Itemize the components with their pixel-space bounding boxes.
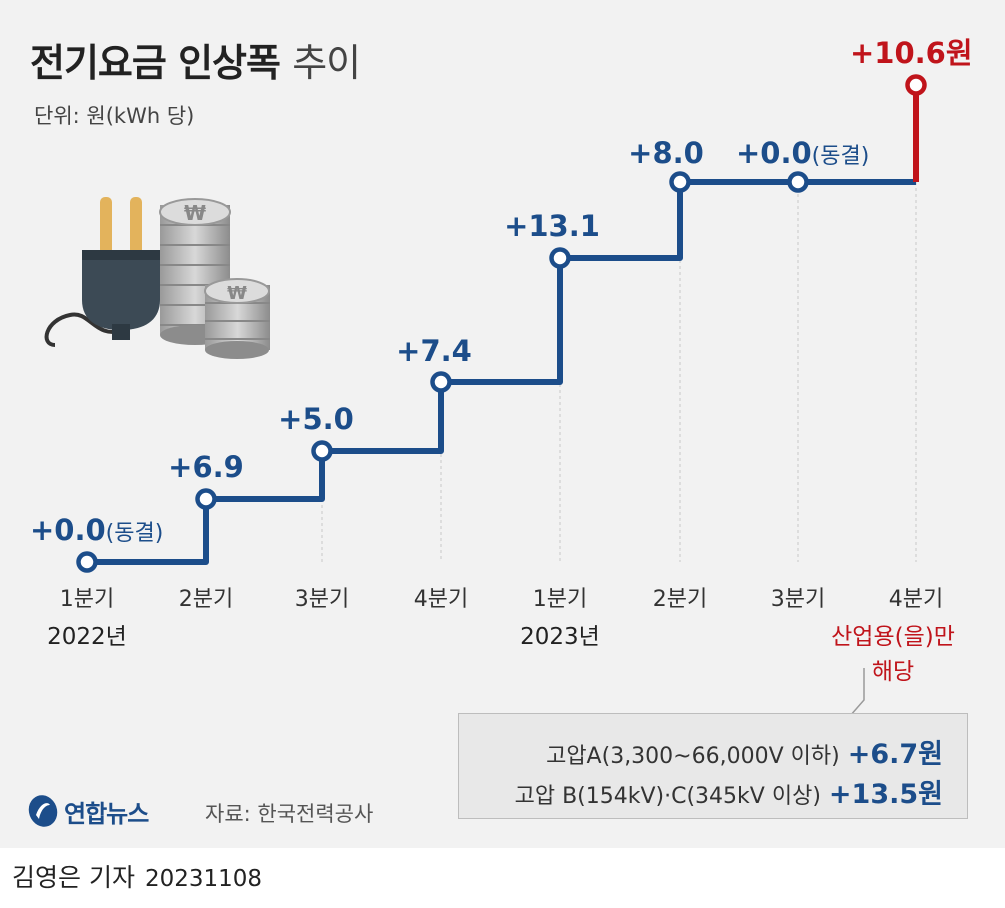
won-coins-icon: ₩ ₩ xyxy=(159,198,270,359)
data-markers: +0.0(동결)+6.9+5.0+7.4+13.1+8.0 +0.0(동결)+10… xyxy=(30,36,973,573)
x-tick-label: 4분기 xyxy=(889,587,943,612)
source-label: 자료: 한국전력공사 xyxy=(205,802,374,826)
note-row-high-voltage-bc: 고압 B(154kV)·C(345kV 이상) +13.5원 xyxy=(515,772,943,811)
x-tick-label: 1분기 xyxy=(533,587,587,612)
highlight-note: 산업용(을)만 xyxy=(831,624,955,650)
x-tick-label: 1분기 xyxy=(60,587,114,612)
yonhap-logo-icon xyxy=(28,795,58,827)
data-label: +0.0(동결) xyxy=(30,513,163,547)
data-label: +10.6원 xyxy=(850,36,973,70)
x-tick-label: 3분기 xyxy=(295,587,349,612)
data-point xyxy=(905,74,927,96)
x-tick-label: 2분기 xyxy=(179,587,233,612)
note-value: +13.5원 xyxy=(828,779,943,810)
note-row-high-voltage-a: 고압A(3,300~66,000V 이하) +6.7원 xyxy=(546,732,943,771)
svg-text:₩: ₩ xyxy=(184,201,206,225)
byline: 김영은 기자 20231108 xyxy=(12,858,262,894)
data-label: +5.0 xyxy=(278,402,354,436)
x-axis: 1분기 2분기 3분기 4분기 1분기 2분기 3분기 4분기 2022년 2023년 산업용(을)… xyxy=(47,587,955,717)
callout-pointer xyxy=(849,668,865,717)
x-tick-label: 4분기 xyxy=(414,587,468,612)
note-value: +6.7원 xyxy=(847,739,943,770)
year-label: 2023년 xyxy=(520,624,600,650)
yonhap-logo: 연합뉴스 xyxy=(26,793,149,829)
power-plug-icon xyxy=(44,197,160,347)
data-point xyxy=(549,247,571,269)
data-point xyxy=(76,551,98,573)
year-label: 2022년 xyxy=(47,624,127,650)
note-label: 고압 B(154kV)·C(345kV 이상) xyxy=(514,784,821,809)
data-point xyxy=(195,488,217,510)
data-point xyxy=(787,171,809,193)
x-tick-label: 3분기 xyxy=(771,587,825,612)
reporter-name: 김영은 기자 xyxy=(12,863,135,892)
unit-label: 단위: 원(kWh 당) xyxy=(34,104,195,128)
footer-bar xyxy=(0,848,1005,908)
data-point xyxy=(669,171,691,193)
x-tick-label: 2분기 xyxy=(653,587,707,612)
data-point xyxy=(430,371,452,393)
publish-date: 20231108 xyxy=(144,866,263,892)
data-label: +7.4 xyxy=(396,334,472,368)
note-label: 고압A(3,300~66,000V 이하) xyxy=(546,744,840,769)
title-light: 추이 xyxy=(292,41,361,85)
data-label: +6.9 xyxy=(168,450,244,484)
step-chart: ₩ ₩ +0.0(동결)+6.9+5.0+7.4+13.1+8.0 +0.0(동결… xyxy=(10,36,973,717)
data-point xyxy=(311,440,333,462)
data-label: +8.0 xyxy=(628,136,704,170)
chart-title: 전기요금 인상폭 추이 xyxy=(30,32,361,87)
logo-text: 연합뉴스 xyxy=(64,799,149,828)
tariff-note-box: 고압A(3,300~66,000V 이하) +6.7원 고압 B(154kV)·C… xyxy=(458,713,968,819)
data-label: +0.0(동결) xyxy=(736,136,869,170)
highlight-note: 해당 xyxy=(872,659,914,685)
svg-text:₩: ₩ xyxy=(227,283,247,304)
data-label: +13.1 xyxy=(504,209,600,243)
title-bold: 전기요금 인상폭 xyxy=(30,41,281,85)
